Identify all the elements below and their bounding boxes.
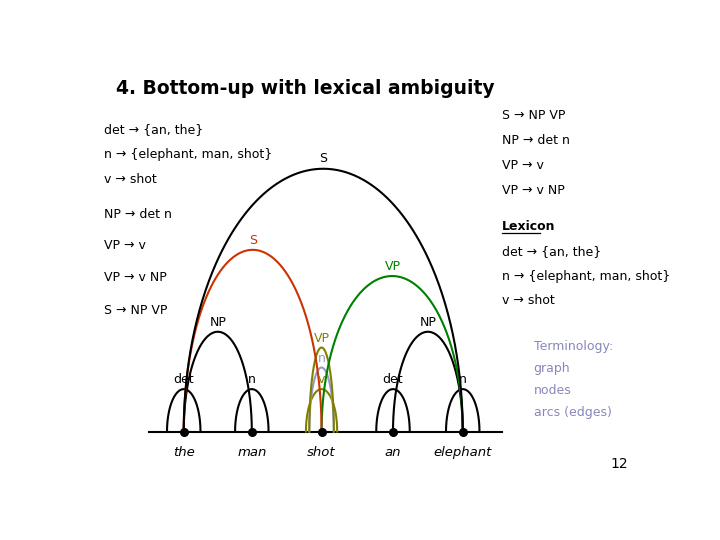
Text: graph: graph xyxy=(534,362,570,375)
Text: NP → det n: NP → det n xyxy=(104,208,172,221)
Text: S → NP VP: S → NP VP xyxy=(502,109,565,122)
Text: det → {an, the}: det → {an, the} xyxy=(104,123,203,136)
Text: v → shot: v → shot xyxy=(104,173,157,186)
Text: elephant: elephant xyxy=(433,446,492,459)
Text: VP → v: VP → v xyxy=(104,239,146,252)
Text: n → {elephant, man, shot}: n → {elephant, man, shot} xyxy=(104,148,272,161)
Text: det: det xyxy=(174,373,194,386)
Text: VP → v: VP → v xyxy=(502,159,544,172)
Text: nodes: nodes xyxy=(534,384,572,397)
Text: n: n xyxy=(248,373,256,386)
Text: v → shot: v → shot xyxy=(502,294,554,307)
Text: NP: NP xyxy=(210,316,226,329)
Text: arcs (edges): arcs (edges) xyxy=(534,406,611,419)
Text: NP: NP xyxy=(420,316,436,329)
Text: shot: shot xyxy=(307,446,336,459)
Text: VP: VP xyxy=(314,332,330,345)
Text: S → NP VP: S → NP VP xyxy=(104,305,167,318)
Text: 4. Bottom-up with lexical ambiguity: 4. Bottom-up with lexical ambiguity xyxy=(115,79,494,98)
Text: VP: VP xyxy=(384,260,400,273)
Text: Lexicon: Lexicon xyxy=(502,220,555,233)
Text: the: the xyxy=(173,446,194,459)
Text: an: an xyxy=(384,446,401,459)
Text: 12: 12 xyxy=(611,457,629,471)
Text: VP → v NP: VP → v NP xyxy=(104,271,167,284)
Text: n: n xyxy=(459,373,467,386)
Text: Terminology:: Terminology: xyxy=(534,340,613,353)
Text: man: man xyxy=(237,446,266,459)
Text: S: S xyxy=(319,152,328,165)
Text: VP → v NP: VP → v NP xyxy=(502,184,564,197)
Text: det: det xyxy=(383,373,403,386)
Text: det → {an, the}: det → {an, the} xyxy=(502,245,601,258)
Text: NP → det n: NP → det n xyxy=(502,134,570,147)
Text: v: v xyxy=(318,373,325,386)
Text: S: S xyxy=(249,234,257,247)
Text: n → {elephant, man, shot}: n → {elephant, man, shot} xyxy=(502,269,670,282)
Text: n: n xyxy=(318,352,325,365)
